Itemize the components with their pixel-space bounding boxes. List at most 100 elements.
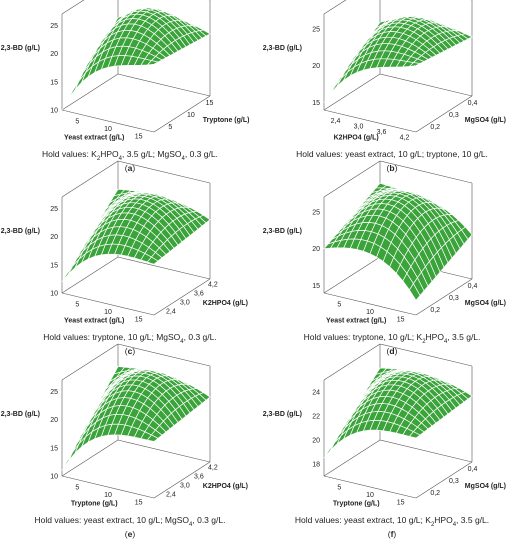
floor-front-edge [61, 475, 155, 499]
y-tick-label: 3,6 [194, 474, 204, 481]
x-tick-label: 5 [337, 302, 341, 309]
surface-cell [408, 431, 421, 439]
z-tick-label: 15 [50, 262, 58, 269]
floor-left-edge [323, 73, 381, 111]
surface-cell [74, 72, 87, 90]
floor-right-edge [415, 278, 473, 316]
z-axis-label: 2,3-BD (g/L) [1, 228, 40, 235]
floor-left-edge [61, 439, 119, 477]
floor-right-edge [153, 95, 211, 133]
z-tick-label: 10 [50, 474, 58, 481]
y-tick-label: 0,3 [449, 295, 459, 302]
y-tick-label: 0,2 [430, 124, 440, 131]
z-tick-label: 20 [312, 438, 320, 445]
z-axis-label: 2,3-BD (g/L) [263, 45, 302, 52]
top-left-edge [323, 343, 381, 381]
x-tick-label: 5 [75, 119, 79, 126]
panel-letter: (e) [125, 529, 136, 539]
surface-cell [146, 434, 159, 442]
surface-cell [408, 62, 422, 67]
x-axis-label: Tryptone (g/L) [71, 501, 118, 508]
top-back-edge [117, 343, 211, 367]
panel-c: 25 20 15 10 5 10 15 2,4 3,0 3,6 4,2 2,3-BD (g/L) Yea… [1, 160, 248, 356]
panel-b: 25 20 15 2,4 3,0 3,6 4,2 0,2 0,3 0,4 2,3-BD (g/L) K… [263, 0, 506, 173]
surface-cell [68, 443, 80, 461]
x-axis-label: K2HPO4 (g/L) [334, 135, 379, 142]
z-tick-label: 10 [50, 108, 58, 115]
z-axis-label: 2,3-BD (g/L) [263, 228, 302, 235]
top-back-edge [379, 160, 473, 184]
y-tick-label: 15 [206, 100, 214, 107]
floor-left-edge [61, 256, 119, 294]
panel-a: 25 20 15 10 5 10 15 5 10 15 2,3-BD (g/L) Yeast extr… [1, 0, 249, 173]
hold-values-caption: Hold values: K2HPO4, 3.5 g/L; MgSO4, 0.3… [42, 149, 218, 162]
x-tick-label: 10 [366, 492, 374, 499]
x-tick-label: 10 [366, 309, 374, 316]
response-surface [323, 182, 473, 301]
floor-front-edge [323, 475, 417, 499]
x-tick-label: 10 [104, 492, 112, 499]
panel-letter: (b) [387, 163, 398, 173]
top-left-edge [61, 343, 119, 381]
x-axis-label: Yeast extract (g/L) [64, 135, 124, 142]
z-axis-label: 2,3-BD (g/L) [263, 411, 302, 418]
y-tick-label: 0,4 [468, 283, 478, 290]
x-tick-label: 5 [337, 485, 341, 492]
floor-front-edge [323, 292, 417, 316]
top-left-edge [61, 0, 85, 15]
hold-values-caption: Hold values: yeast extract, 10 g/L; K2HP… [295, 515, 489, 528]
y-axis-label: K2HPO4 (g/L) [203, 483, 248, 490]
surface-cell [146, 256, 159, 265]
z-tick-label: 24 [312, 390, 320, 397]
z-axis-label: 2,3-BD (g/L) [1, 45, 40, 52]
z-tick-label: 18 [312, 462, 320, 469]
y-tick-label: 0,3 [449, 112, 459, 119]
z-tick-label: 10 [50, 291, 58, 298]
x-tick-label: 5 [75, 485, 79, 492]
hold-values-caption: Hold values: tryptone, 10 g/L; K2HPO4, 3… [304, 332, 481, 345]
y-tick-label: 5 [168, 124, 172, 131]
x-tick-label: 2,4 [331, 118, 341, 125]
floor-front-edge [323, 109, 417, 133]
response-surface [323, 367, 473, 459]
x-tick-label: 15 [135, 499, 143, 506]
panel-letter: (d) [387, 346, 398, 356]
surface-cell [68, 258, 80, 275]
x-tick-label: 15 [397, 499, 405, 506]
z-tick-label: 15 [50, 79, 58, 86]
x-tick-label: 15 [135, 316, 143, 323]
floor-back-edge [379, 73, 473, 97]
floor-right-edge [415, 95, 473, 133]
x-tick-label: 10 [104, 309, 112, 316]
top-left-edge [323, 160, 381, 198]
y-tick-label: 0,2 [430, 307, 440, 314]
y-axis-label: MgSO4 (g/L) [465, 300, 506, 307]
z-tick-label: 25 [312, 209, 320, 216]
hold-values-caption: Hold values: yeast extract, 10 g/L; MgSO… [35, 515, 226, 528]
y-tick-label: 0,4 [468, 100, 478, 107]
floor-front-edge [61, 292, 155, 316]
floor-left-edge [61, 73, 119, 111]
x-tick-label: 15 [135, 133, 143, 140]
surface-cell [330, 78, 342, 94]
top-left-edge [61, 160, 119, 198]
z-tick-label: 20 [50, 234, 58, 241]
y-axis-label: MgSO4 (g/L) [465, 117, 506, 124]
x-tick-label: 5 [75, 302, 79, 309]
surface-cell [409, 283, 421, 301]
panel-letter: (f) [388, 529, 397, 539]
x-tick-label: 15 [397, 316, 405, 323]
x-tick-label: 3,0 [354, 123, 364, 130]
y-tick-label: 3,0 [180, 483, 190, 490]
z-tick-label: 20 [50, 417, 58, 424]
z-tick-label: 20 [312, 246, 320, 253]
surface-cell [146, 60, 159, 66]
floor-right-edge [153, 278, 211, 316]
y-tick-label: 10 [187, 112, 195, 119]
response-surface [61, 366, 211, 471]
z-tick-label: 25 [50, 389, 58, 396]
y-tick-label: 0,2 [430, 490, 440, 497]
floor-back-edge [117, 439, 211, 463]
x-tick-label: 4,2 [400, 134, 410, 141]
y-tick-label: 3,0 [180, 300, 190, 307]
